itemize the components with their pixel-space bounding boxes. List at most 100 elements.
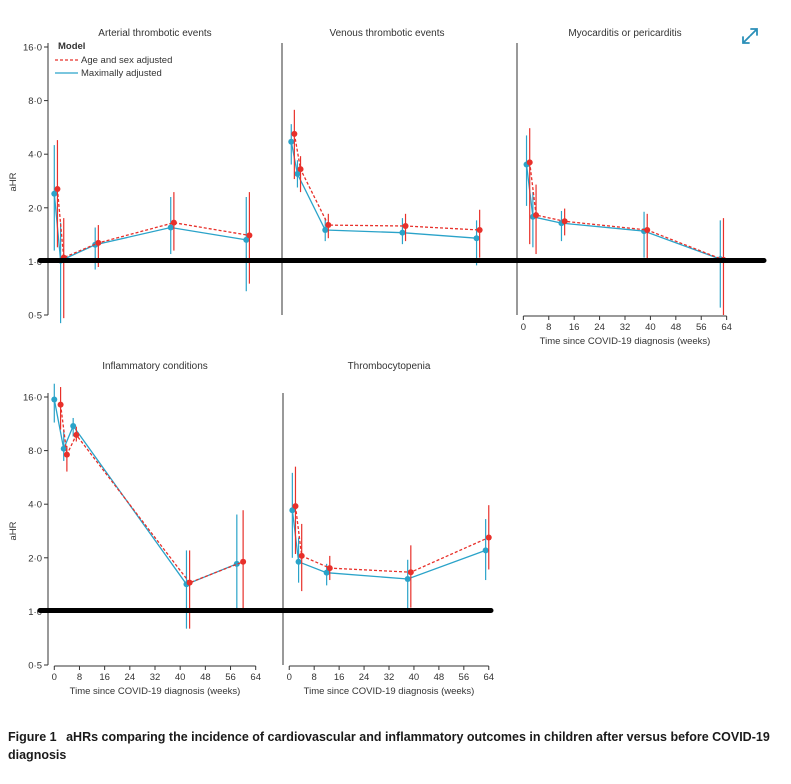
- legend-title: Model: [58, 41, 85, 52]
- series-maximally-adjusted: [289, 472, 489, 612]
- data-point: [473, 235, 480, 242]
- data-point: [399, 229, 406, 236]
- series-line: [291, 510, 486, 580]
- data-point: [170, 219, 177, 226]
- x-tick-label: 32: [620, 322, 631, 333]
- data-point: [404, 576, 411, 583]
- data-point: [51, 396, 58, 403]
- data-point: [291, 130, 298, 137]
- data-point: [326, 565, 333, 572]
- y-axis-label: aHR: [8, 172, 19, 191]
- series-line: [59, 404, 244, 584]
- expand-icon[interactable]: [740, 26, 760, 46]
- x-tick-label: 32: [150, 672, 161, 683]
- series-line: [56, 188, 250, 259]
- reference-lines: [37, 258, 767, 613]
- data-point: [60, 445, 67, 452]
- x-tick-label: 24: [125, 672, 136, 683]
- caption-text: aHRs comparing the incidence of cardiova…: [8, 730, 770, 762]
- series-age-sex-adjusted: [54, 140, 253, 319]
- data-point: [322, 227, 329, 234]
- x-axis-label: Time since COVID-19 diagnosis (weeks): [304, 686, 475, 697]
- series-age-sex-adjusted: [526, 128, 727, 315]
- data-point: [73, 431, 80, 438]
- legend-label-maximal: Maximally adjusted: [81, 68, 162, 79]
- series-line: [53, 399, 238, 586]
- x-tick-label: 56: [696, 322, 707, 333]
- series-line: [293, 133, 480, 231]
- y-tick-label: 16·0: [23, 43, 42, 54]
- chart-panel-3: Myocarditis or pericarditis 0 8 16 24 32 40 48 5…: [516, 28, 732, 347]
- x-tick-label: 8: [77, 672, 82, 683]
- x-tick-label: 48: [671, 322, 682, 333]
- series-line: [290, 141, 477, 239]
- x-tick-label: 32: [384, 672, 395, 683]
- legend: Model Age and sex adjusted Maximally adjus…: [55, 41, 172, 79]
- data-point: [186, 579, 193, 586]
- series-maximally-adjusted: [51, 383, 240, 629]
- x-axis-label: Time since COVID-19 diagnosis (weeks): [70, 686, 241, 697]
- y-tick-label: 2·0: [28, 203, 42, 214]
- x-tick-label: 56: [225, 672, 236, 683]
- data-point: [294, 170, 301, 177]
- x-tick-label: 16: [99, 672, 110, 683]
- x-tick-label: 16: [334, 672, 345, 683]
- data-point: [288, 138, 295, 145]
- series-line: [294, 506, 490, 573]
- x-tick-label: 16: [569, 322, 580, 333]
- data-point: [289, 507, 296, 514]
- y-tick-label: 4·0: [28, 150, 42, 161]
- data-point: [167, 224, 174, 231]
- series-maximally-adjusted: [51, 145, 250, 324]
- y-tick-label: 4·0: [28, 500, 42, 511]
- y-tick-label: 2·0: [28, 553, 42, 564]
- x-tick-label: 64: [721, 322, 732, 333]
- chart-panel-2: Venous thrombotic events: [281, 28, 483, 315]
- y-tick-label: 1·0: [28, 257, 42, 268]
- x-tick-label: 8: [312, 672, 317, 683]
- data-point: [63, 451, 70, 458]
- x-tick-label: 24: [594, 322, 605, 333]
- y-axis-label: aHR: [8, 521, 19, 540]
- series-age-sex-adjusted: [291, 109, 483, 258]
- x-tick-label: 64: [250, 672, 261, 683]
- panel-title: Myocarditis or pericarditis: [568, 28, 681, 39]
- panel-title: Inflammatory conditions: [102, 361, 208, 372]
- y-tick-label: 1·0: [28, 607, 42, 618]
- panel-title: Venous thrombotic events: [329, 28, 444, 39]
- x-tick-label: 48: [200, 672, 211, 683]
- x-tick-label: 40: [409, 672, 420, 683]
- x-tick-label: 0: [521, 322, 526, 333]
- x-tick-label: 8: [546, 322, 551, 333]
- legend-label-age-sex: Age and sex adjusted: [81, 55, 172, 66]
- chart-panel-4: Inflammatory conditions 0·5 1·0 2·0 4·0 8·0 16…: [8, 361, 261, 697]
- panel-title: Arterial thrombotic events: [98, 28, 211, 39]
- series-maximally-adjusted: [523, 135, 724, 308]
- series-line: [53, 193, 247, 262]
- data-point: [297, 166, 304, 173]
- data-point: [407, 569, 414, 576]
- data-point: [323, 569, 330, 576]
- data-point: [325, 222, 332, 229]
- x-tick-label: 64: [483, 672, 494, 683]
- data-point: [243, 236, 250, 243]
- data-point: [561, 218, 568, 225]
- y-tick-label: 16·0: [23, 393, 42, 404]
- x-tick-label: 48: [434, 672, 445, 683]
- data-point: [482, 547, 489, 554]
- data-point: [246, 232, 253, 239]
- x-tick-label: 0: [52, 672, 57, 683]
- panel-title: Thrombocytopenia: [348, 361, 431, 372]
- data-point: [295, 558, 302, 565]
- data-point: [485, 534, 492, 541]
- y-tick-label: 8·0: [28, 446, 42, 457]
- data-point: [240, 558, 247, 565]
- caption-label: Figure 1: [8, 730, 57, 744]
- series-age-sex-adjusted: [292, 466, 492, 608]
- x-tick-label: 24: [359, 672, 370, 683]
- data-point: [51, 190, 58, 197]
- x-tick-label: 56: [459, 672, 470, 683]
- data-point: [57, 401, 64, 408]
- x-tick-label: 40: [645, 322, 656, 333]
